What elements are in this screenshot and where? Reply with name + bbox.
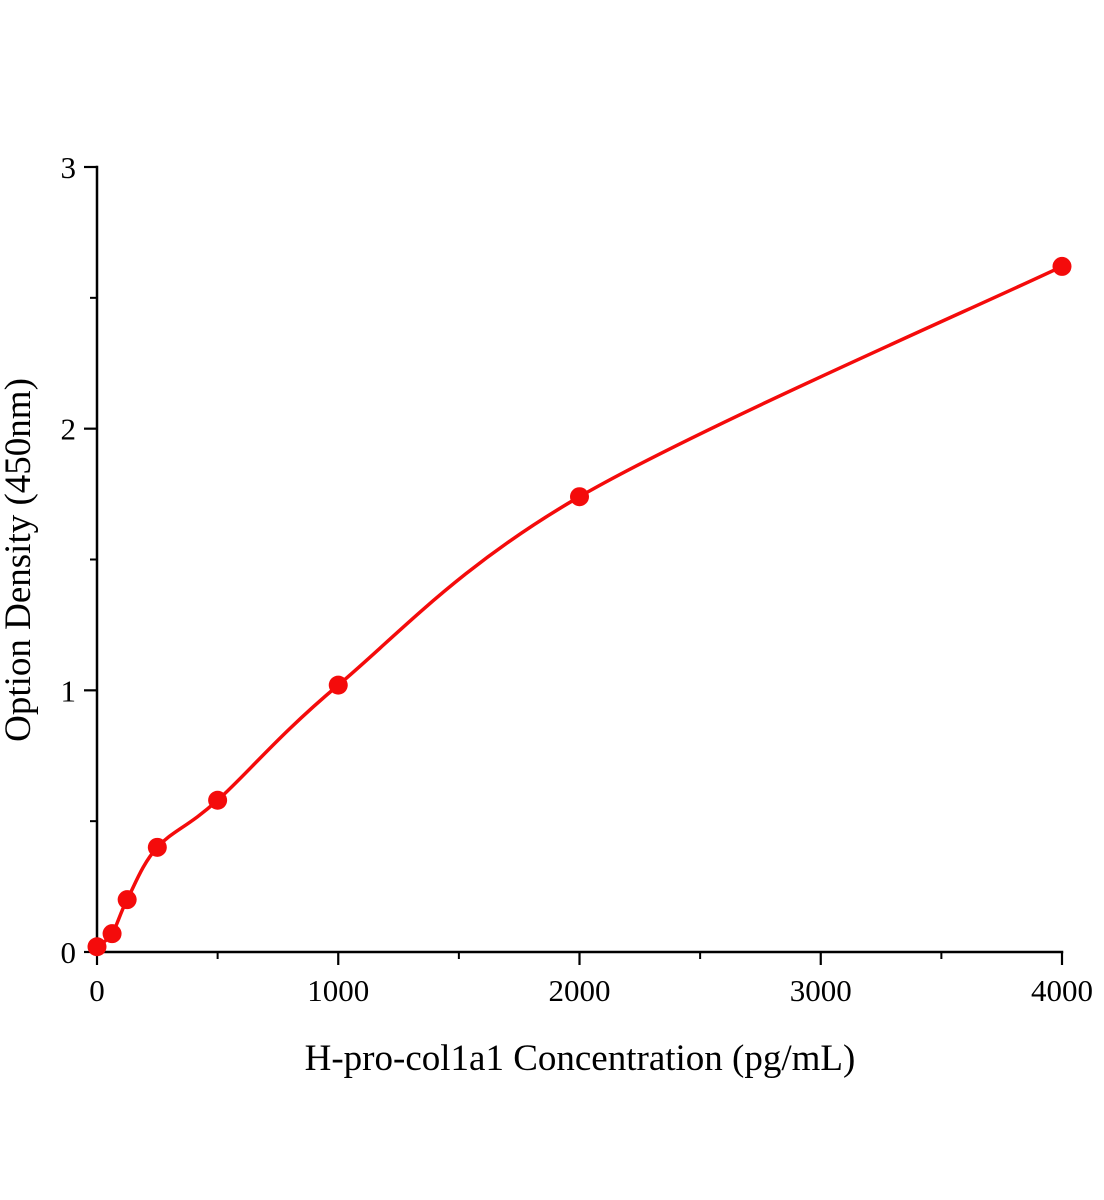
y-tick-label: 1: [61, 673, 77, 708]
x-axis-label: H-pro-col1a1 Concentration (pg/mL): [305, 1038, 856, 1079]
y-axis-label: Option Density (450nm): [0, 378, 39, 742]
tick-labels: 0 1000 2000 3000 4000 0 1 2 3: [61, 150, 1094, 1008]
x-tick-label: 2000: [549, 973, 611, 1008]
x-tick-label: 0: [89, 973, 105, 1008]
fit-curve: [95, 264, 1064, 949]
axis-line: [95, 165, 1064, 954]
data-point: [87, 937, 107, 957]
data-point: [147, 837, 167, 857]
y-tick-label: 0: [61, 935, 77, 970]
data-points: [87, 256, 1072, 957]
data-point: [328, 675, 348, 695]
standard-curve-line: [95, 264, 1064, 949]
x-tick-label: 4000: [1031, 973, 1093, 1008]
y-tick-label: 2: [61, 412, 77, 447]
x-tick-label: 1000: [307, 973, 369, 1008]
data-point: [208, 790, 228, 810]
data-point: [117, 890, 137, 910]
data-point: [102, 924, 122, 944]
axes: [95, 165, 1064, 954]
data-point: [570, 487, 589, 507]
y-tick-label: 3: [61, 150, 77, 185]
x-tick-label: 3000: [790, 973, 852, 1008]
axis-ticks: [84, 165, 1064, 965]
data-point: [1052, 256, 1072, 276]
